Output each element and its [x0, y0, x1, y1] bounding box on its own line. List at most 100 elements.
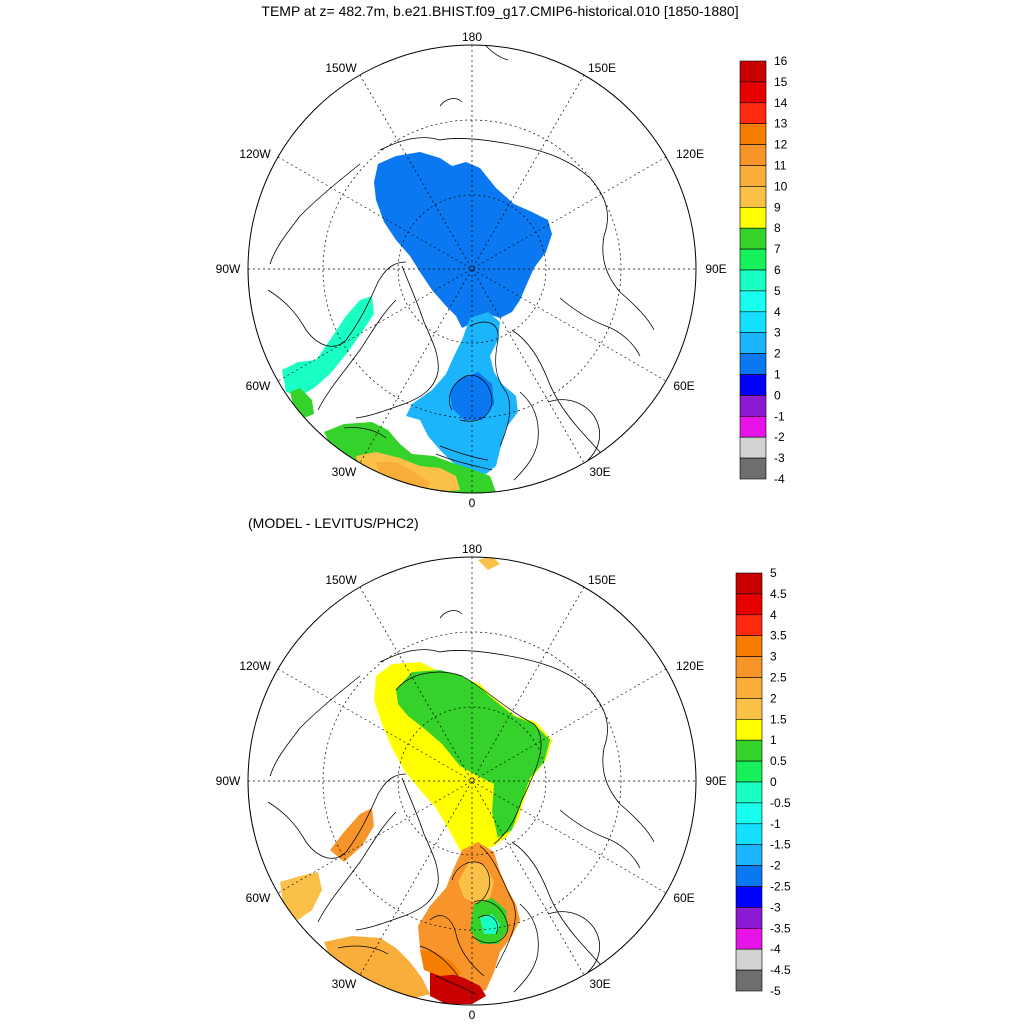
top-colorbar-label-10: 6	[774, 263, 781, 277]
top-colorbar-swatch-7	[739, 207, 767, 229]
top-graticule	[248, 45, 696, 493]
top-colorbar-swatch-9	[739, 248, 767, 271]
bot-lon-label-60e: 60E	[673, 891, 694, 905]
bot-lon-label-150e: 150E	[588, 573, 616, 587]
top-colorbar-swatch-10	[739, 269, 767, 292]
top-map-title: TEMP at z= 482.7m, b.e21.BHIST.f09_g17.C…	[261, 3, 738, 19]
bottom-colorbar-label-4: 3	[770, 650, 777, 664]
bottom-colorbar-swatch-3	[735, 635, 763, 657]
top-lon-label-30e: 30E	[589, 465, 610, 479]
bottom-colorbar-label-0: 5	[770, 566, 777, 580]
top-field-central-basin	[374, 152, 552, 328]
bottom-map: (MODEL - LEVITUS/PHC2)	[216, 515, 791, 1022]
top-lon-label-120w: 120W	[239, 147, 271, 161]
bottom-colorbar-label-9: 0.5	[770, 754, 787, 768]
top-colorbar-swatch-13	[739, 332, 767, 354]
bottom-map-title: (MODEL - LEVITUS/PHC2)	[248, 515, 419, 531]
bot-field-baffin-orange	[330, 808, 374, 862]
bot-field-pacific-patch	[478, 557, 500, 570]
bottom-colorbar-label-12: -1	[770, 817, 781, 831]
bot-field-atlantic-red	[430, 968, 486, 1004]
bottom-colorbar-label-10: 0	[770, 775, 777, 789]
top-colorbar-swatch-14	[739, 353, 767, 375]
bottom-contours	[337, 671, 542, 995]
top-colorbar-swatch-19	[739, 457, 767, 480]
bottom-colorbar-swatch-5	[735, 677, 763, 699]
bottom-colorbar-swatch-13	[735, 844, 763, 866]
bottom-colorbar-swatch-11	[735, 802, 763, 825]
bottom-coastlines	[267, 610, 655, 993]
top-colorbar-swatch-3	[739, 123, 767, 145]
bottom-map-field	[280, 557, 552, 1004]
top-lon-label-30w: 30W	[332, 465, 357, 479]
top-colorbar-swatch-17	[739, 415, 767, 438]
bottom-colorbar-swatch-17	[735, 927, 763, 950]
bottom-colorbar-label-8: 1	[770, 733, 777, 747]
top-field-atlantic-orange	[376, 462, 430, 490]
bot-lon-label-150w: 150W	[325, 573, 357, 587]
bottom-map-boundary	[247, 556, 697, 1006]
top-colorbar-label-9: 7	[774, 242, 781, 256]
top-colorbar-label-0: 16	[774, 54, 788, 68]
bot-field-atlantic-darkorange	[420, 950, 462, 976]
top-colorbar-label-17: -1	[774, 409, 785, 423]
bottom-colorbar: 5 4.5 4 3.5 3 2.5 2 1.5 1 0.5 0 -0.5 -1 -1.5 -2 -2.5 -3 -…	[735, 566, 791, 998]
top-colorbar-label-14: 2	[774, 347, 781, 361]
top-colorbar-swatch-16	[739, 395, 767, 417]
bottom-colorbar-swatch-6	[735, 698, 763, 720]
bottom-colorbar-swatch-8	[735, 739, 763, 762]
top-lon-label-120e: 120E	[676, 147, 704, 161]
top-lon-label-60e: 60E	[673, 379, 694, 393]
bottom-colorbar-label-20: -5	[770, 984, 781, 998]
top-contours	[343, 321, 511, 471]
top-field-labrador	[290, 388, 314, 418]
top-colorbar-label-8: 8	[774, 221, 781, 235]
bottom-colorbar-label-3: 3.5	[770, 629, 787, 643]
bottom-colorbar-label-19: -4.5	[770, 963, 791, 977]
bottom-colorbar-swatch-15	[735, 886, 763, 908]
bottom-colorbar-label-6: 2	[770, 691, 777, 705]
top-lon-label-0: 0	[469, 496, 476, 510]
bottom-colorbar-swatch-4	[735, 656, 763, 678]
top-colorbar-swatch-15	[739, 374, 767, 396]
bot-field-nordic-yellow	[458, 860, 494, 904]
top-colorbar-label-16: 0	[774, 388, 781, 402]
bottom-lon-labels: 180 150E 120E 90E 60E 30E 0 30W 60W 90W …	[216, 542, 727, 1022]
top-colorbar-label-13: 3	[774, 326, 781, 340]
bottom-colorbar-label-2: 4	[770, 608, 777, 622]
top-colorbar-label-7: 9	[774, 200, 781, 214]
bot-lon-label-30w: 30W	[332, 977, 357, 991]
bottom-colorbar-label-1: 4.5	[770, 587, 787, 601]
top-colorbar-label-18: -2	[774, 430, 785, 444]
top-map-boundary	[247, 44, 697, 494]
bottom-colorbar-swatch-18	[735, 948, 763, 971]
bottom-colorbar-swatch-1	[735, 593, 763, 616]
bottom-colorbar-swatch-2	[735, 614, 763, 636]
bottom-colorbar-label-17: -3.5	[770, 921, 791, 935]
top-colorbar-label-20: -4	[774, 472, 785, 486]
bottom-colorbar-label-18: -4	[770, 942, 781, 956]
top-colorbar-swatch-6	[739, 186, 767, 208]
top-colorbar-swatch-8	[739, 227, 767, 250]
top-colorbar-label-19: -3	[774, 451, 785, 465]
bottom-colorbar-swatch-16	[735, 907, 763, 929]
bot-field-labrador-yellow	[280, 872, 322, 920]
bottom-colorbar-label-13: -1.5	[770, 838, 791, 852]
bottom-colorbar-label-7: 1.5	[770, 712, 787, 726]
top-colorbar-swatch-2	[739, 102, 767, 125]
bot-lon-label-0: 0	[469, 1008, 476, 1022]
top-colorbar-label-4: 12	[774, 138, 788, 152]
top-colorbar-label-12: 4	[774, 305, 781, 319]
top-colorbar-swatch-12	[739, 311, 767, 333]
bottom-colorbar-label-5: 2.5	[770, 671, 787, 685]
bottom-colorbar-swatch-19	[735, 969, 763, 992]
top-colorbar-swatch-18	[739, 436, 767, 459]
top-lon-label-90w: 90W	[216, 262, 241, 276]
bottom-colorbar-swatch-7	[735, 718, 763, 741]
top-colorbar-label-6: 10	[774, 179, 788, 193]
top-colorbar-swatch-1	[739, 81, 767, 104]
top-lon-label-150w: 150W	[325, 61, 357, 75]
top-lon-label-180: 180	[462, 30, 482, 44]
